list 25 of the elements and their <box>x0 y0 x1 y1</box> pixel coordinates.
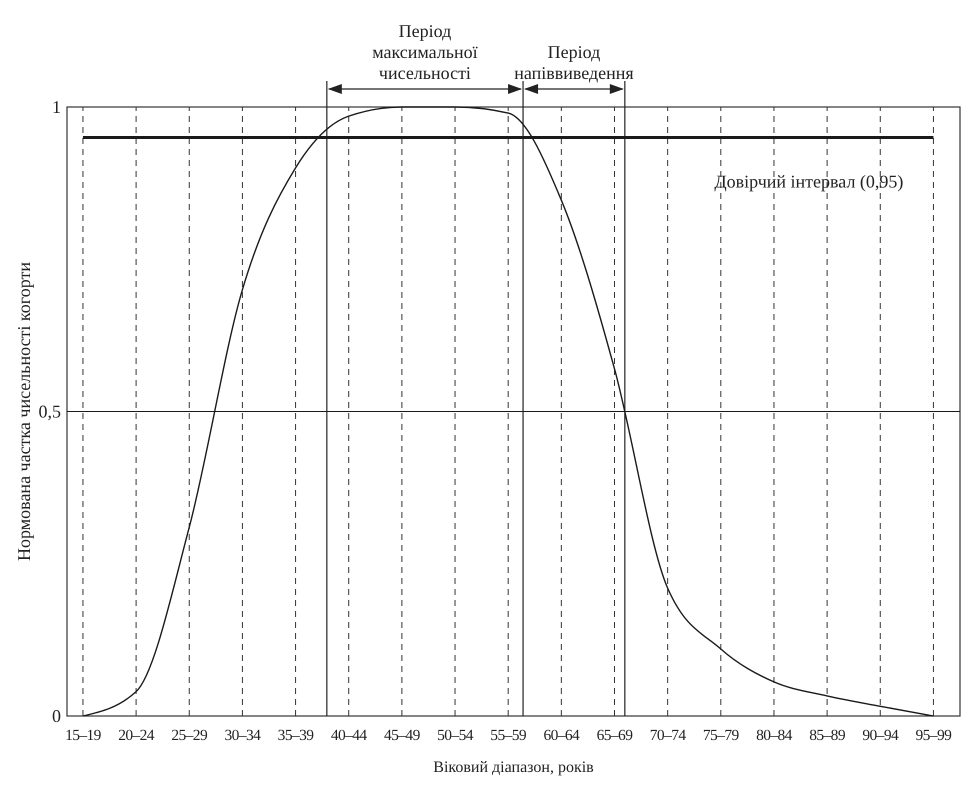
y-axis-title: Нормована частка чисельності когорти <box>14 262 34 561</box>
y-tick-label: 0 <box>52 706 61 726</box>
x-tick-label: 55–59 <box>490 727 527 744</box>
x-tick-label: 20–24 <box>118 727 155 744</box>
x-axis-title: Віковий діапазон, років <box>433 759 594 776</box>
x-tick-label: 85–89 <box>809 727 846 744</box>
x-tick-label: 90–94 <box>862 727 899 744</box>
x-tick-label: 60–64 <box>543 727 580 744</box>
y-tick-label: 0,5 <box>38 402 61 422</box>
x-tick-label: 45–49 <box>384 727 421 744</box>
x-tick-label: 75–79 <box>702 727 740 744</box>
ref-line-label: Довірчий інтервал (0,95) <box>714 171 904 192</box>
x-tick-label: 80–84 <box>756 727 793 744</box>
x-tick-label: 70–74 <box>650 727 686 744</box>
y-tick-label: 1 <box>52 97 61 117</box>
text: Період максимальної чисельності <box>372 21 478 83</box>
x-tick-label: 30–34 <box>224 727 262 744</box>
x-tick-label: 95–99 <box>916 727 952 744</box>
text: Період напіввиведення <box>514 42 634 83</box>
x-tick-label: 40–44 <box>330 727 368 744</box>
x-tick-label: 25–29 <box>171 727 208 744</box>
x-tick-label: 15–19 <box>65 727 102 744</box>
x-tick-label: 65–69 <box>596 727 634 744</box>
x-tick-label: 50–54 <box>437 727 474 744</box>
x-tick-label: 35–39 <box>278 727 314 744</box>
